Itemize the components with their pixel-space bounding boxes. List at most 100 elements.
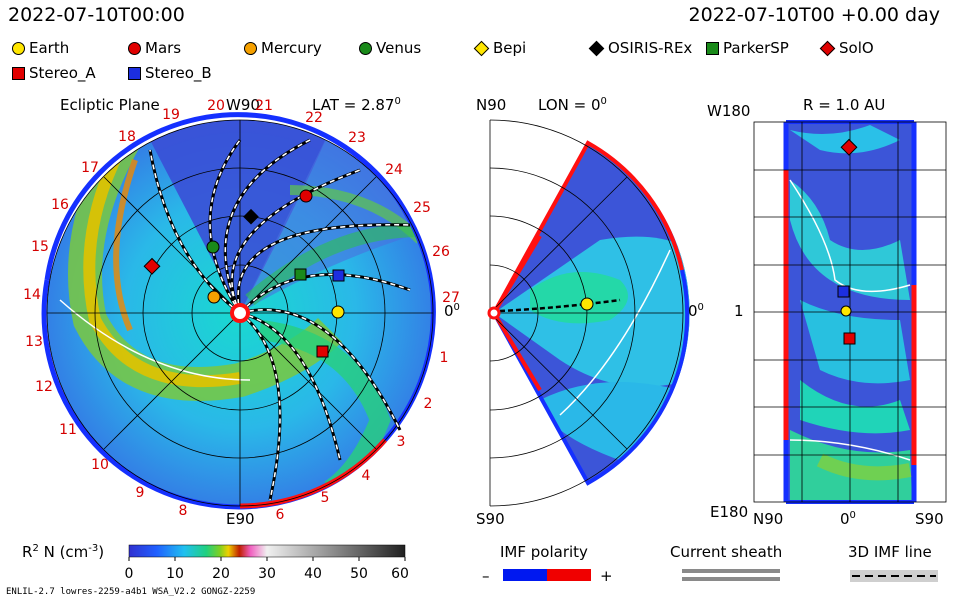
synoptic-grid bbox=[753, 121, 947, 503]
parker-marker-icon bbox=[706, 41, 719, 55]
imf-polarity-plus: + bbox=[600, 567, 613, 585]
rot-8: 8 bbox=[179, 503, 188, 519]
rot-23: 23 bbox=[348, 130, 366, 146]
legend-label: Venus bbox=[376, 39, 422, 57]
meridional-bottom-label: S90 bbox=[476, 510, 505, 528]
legend-label: Mercury bbox=[261, 39, 322, 57]
imf-polarity-negative bbox=[503, 569, 547, 581]
right-degree: 0 bbox=[453, 302, 460, 313]
legend-parker: ParkerSP bbox=[706, 39, 789, 57]
rot-3: 3 bbox=[397, 434, 406, 450]
legend-bepi: Bepi bbox=[473, 39, 527, 57]
legend-stereo-a: Stereo_A bbox=[12, 64, 96, 82]
synoptic-stereo-b-marker-icon bbox=[837, 285, 850, 298]
imf-line-title: 3D IMF line bbox=[848, 543, 932, 561]
colorbar-ticks bbox=[128, 557, 406, 561]
cbar-sup: 2 bbox=[32, 543, 39, 554]
current-sheath-title: Current sheath bbox=[670, 543, 783, 561]
rot-15: 15 bbox=[31, 239, 49, 255]
ecliptic-lat: LAT = 2.870 bbox=[312, 96, 401, 114]
synoptic-earth-marker-icon bbox=[840, 305, 852, 317]
sun-icon bbox=[230, 303, 250, 323]
cbar-r: R bbox=[22, 543, 33, 561]
meridional-earth-marker-icon bbox=[580, 297, 594, 311]
meridional-zero: 0 bbox=[688, 302, 698, 320]
cbar-n: N (cm bbox=[38, 543, 89, 561]
rot-4: 4 bbox=[362, 468, 371, 484]
cbar-tick-30: 30 bbox=[258, 566, 276, 582]
legend-label: ParkerSP bbox=[723, 39, 789, 57]
rot-19: 19 bbox=[162, 107, 180, 123]
synoptic-r: R = 1.0 AU bbox=[803, 96, 886, 114]
synoptic-zero: 0 bbox=[840, 510, 850, 528]
earth-marker-icon bbox=[12, 41, 25, 55]
stereo-b-marker-icon bbox=[128, 66, 141, 80]
legend-label: Earth bbox=[29, 39, 70, 57]
rot-18: 18 bbox=[118, 129, 136, 145]
date-left: 2022-07-10T00:00 bbox=[8, 4, 185, 26]
lat-text: LAT = 2.87 bbox=[312, 96, 395, 114]
meridional-degree: 0 bbox=[697, 302, 704, 313]
cbar-tick-20: 20 bbox=[212, 566, 230, 582]
mars-marker-icon bbox=[299, 189, 313, 203]
mercury-marker-icon bbox=[244, 41, 257, 55]
lon-degree: 0 bbox=[600, 96, 607, 107]
rot-6: 6 bbox=[276, 507, 285, 523]
legend-venus: Venus bbox=[359, 39, 421, 57]
legend-label: Stereo_B bbox=[145, 64, 212, 82]
rotation-numbers: 20 21 22 23 24 25 26 27 1 2 3 4 5 6 8 9 … bbox=[23, 98, 460, 523]
rot-25: 25 bbox=[413, 200, 431, 216]
synoptic-stereo-a-marker-icon bbox=[843, 332, 856, 345]
rot-5: 5 bbox=[321, 490, 330, 506]
rot-1: 1 bbox=[440, 350, 449, 366]
solo-marker-icon bbox=[143, 257, 161, 275]
rot-22: 22 bbox=[305, 110, 323, 126]
legend-label: Bepi bbox=[493, 39, 527, 57]
legend-mars: Mars bbox=[128, 39, 181, 57]
ecliptic-bottom-label: E90 bbox=[226, 510, 255, 528]
rot-14: 14 bbox=[23, 287, 41, 303]
osiris-marker-icon bbox=[243, 208, 259, 225]
legend-label: OSIRIS-REx bbox=[608, 39, 693, 57]
meridional-grid bbox=[489, 119, 684, 507]
stereo-a-marker-icon bbox=[12, 66, 25, 80]
synoptic-x-mid: 00 bbox=[840, 510, 856, 528]
rot-21: 21 bbox=[255, 98, 273, 114]
colorbar-tick-labels: 0 10 20 30 40 50 60 bbox=[125, 566, 409, 582]
imf-polarity-title: IMF polarity bbox=[500, 543, 588, 561]
colorbar bbox=[128, 544, 406, 558]
legend-earth: Earth bbox=[12, 39, 69, 57]
rot-16: 16 bbox=[51, 197, 69, 213]
venus-marker-icon bbox=[359, 41, 372, 55]
ecliptic-right-label: 00 bbox=[444, 302, 460, 320]
meridional-sun-icon bbox=[487, 306, 501, 320]
rot-17: 17 bbox=[81, 160, 99, 176]
lon-text: LON = 0 bbox=[538, 96, 601, 114]
synoptic-x-right: S90 bbox=[915, 510, 944, 528]
rot-20: 20 bbox=[207, 98, 225, 114]
right-zero: 0 bbox=[444, 302, 454, 320]
legend-label: Mars bbox=[145, 39, 182, 57]
legend-solo: SolO bbox=[819, 39, 874, 57]
synoptic-degree: 0 bbox=[849, 510, 856, 521]
meridional-lon: LON = 00 bbox=[538, 96, 607, 114]
synoptic-solo-marker-icon bbox=[840, 138, 858, 156]
mercury-marker-icon bbox=[207, 290, 221, 304]
rot-24: 24 bbox=[385, 162, 403, 178]
rot-11: 11 bbox=[59, 422, 77, 438]
ecliptic-top-label: W90 bbox=[226, 96, 260, 114]
legend-label: SolO bbox=[839, 39, 874, 57]
synoptic-top-left: W180 bbox=[707, 102, 751, 120]
ecliptic-title: Ecliptic Plane bbox=[60, 96, 160, 114]
rot-10: 10 bbox=[91, 457, 109, 473]
date-right: 2022-07-10T00 +0.00 day bbox=[688, 4, 940, 26]
colorbar-label: R2 N (cm-3) bbox=[22, 543, 104, 561]
imf-polarity-positive bbox=[547, 569, 591, 581]
legend-osiris: OSIRIS-REx bbox=[588, 39, 693, 57]
cbar-tick-60: 60 bbox=[391, 566, 409, 582]
cbar-tick-10: 10 bbox=[166, 566, 184, 582]
cbar-tick-50: 50 bbox=[350, 566, 368, 582]
rot-9: 9 bbox=[136, 485, 145, 501]
synoptic-mid-left: 1 bbox=[734, 302, 744, 320]
